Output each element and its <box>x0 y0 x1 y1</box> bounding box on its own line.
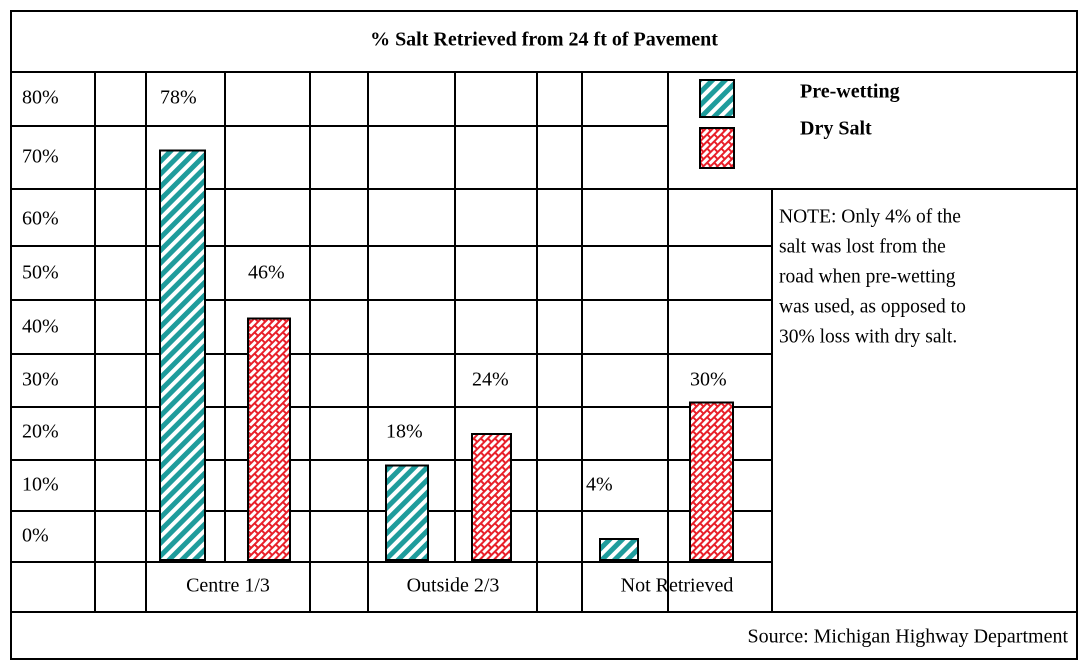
bar <box>599 538 639 561</box>
data-label: 46% <box>248 262 285 284</box>
x-tick-label: Outside 2/3 <box>407 575 500 597</box>
data-label: 78% <box>160 87 197 109</box>
data-label: 30% <box>690 369 727 391</box>
note-line: NOTE: Only 4% of the <box>779 206 961 227</box>
x-tick-label: Centre 1/3 <box>186 575 270 597</box>
row-label: 30% <box>22 369 59 391</box>
note-line: salt was lost from the <box>779 236 946 257</box>
bar <box>385 464 429 561</box>
bar <box>689 401 734 561</box>
row-label: 60% <box>22 208 59 230</box>
bar <box>471 433 512 561</box>
row-label: 80% <box>22 87 59 109</box>
row-label: 40% <box>22 316 59 338</box>
x-tick-label: Not Retrieved <box>621 575 734 597</box>
source: Source: Michigan Highway Department <box>748 626 1069 648</box>
legend-label: Pre-wetting <box>800 81 900 103</box>
note-line: road when pre-wetting <box>779 266 956 287</box>
data-label: 24% <box>472 369 509 391</box>
data-label: 4% <box>586 474 613 496</box>
bar <box>159 149 206 561</box>
row-label: 50% <box>22 262 59 284</box>
row-label: 10% <box>22 474 59 496</box>
row-label: 20% <box>22 421 59 443</box>
legend-label: Dry Salt <box>800 118 872 140</box>
chart-title: % Salt Retrieved from 24 ft of Pavement <box>370 29 718 51</box>
table-grid <box>10 10 1078 660</box>
row-label: 70% <box>22 146 59 168</box>
note-line: was used, as opposed to <box>779 296 966 317</box>
legend-swatch <box>699 127 735 169</box>
row-label: 0% <box>22 525 49 547</box>
data-label: 18% <box>386 421 423 443</box>
note-line: 30% loss with dry salt. <box>779 326 957 347</box>
legend-swatch <box>699 79 735 118</box>
bar <box>247 317 291 561</box>
